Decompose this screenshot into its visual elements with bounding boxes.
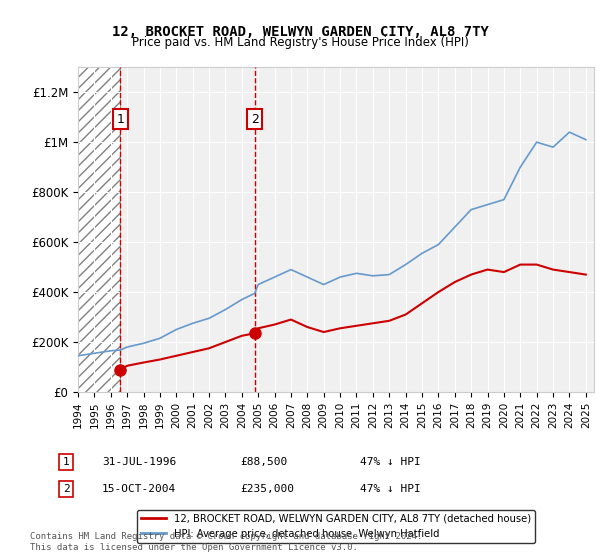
Text: 47% ↓ HPI: 47% ↓ HPI — [360, 484, 421, 494]
Text: 15-OCT-2004: 15-OCT-2004 — [102, 484, 176, 494]
Legend: 12, BROCKET ROAD, WELWYN GARDEN CITY, AL8 7TY (detached house), HPI: Average pri: 12, BROCKET ROAD, WELWYN GARDEN CITY, AL… — [137, 510, 535, 543]
Text: 31-JUL-1996: 31-JUL-1996 — [102, 457, 176, 467]
Bar — [78, 67, 120, 392]
Text: £235,000: £235,000 — [240, 484, 294, 494]
Text: £88,500: £88,500 — [240, 457, 287, 467]
Text: 1: 1 — [62, 457, 70, 467]
Text: 12, BROCKET ROAD, WELWYN GARDEN CITY, AL8 7TY: 12, BROCKET ROAD, WELWYN GARDEN CITY, AL… — [112, 25, 488, 39]
Text: Price paid vs. HM Land Registry's House Price Index (HPI): Price paid vs. HM Land Registry's House … — [131, 36, 469, 49]
Text: 47% ↓ HPI: 47% ↓ HPI — [360, 457, 421, 467]
Text: 2: 2 — [251, 113, 259, 125]
Text: 1: 1 — [116, 113, 124, 125]
Text: Contains HM Land Registry data © Crown copyright and database right 2024.
This d: Contains HM Land Registry data © Crown c… — [30, 532, 422, 552]
Text: 2: 2 — [62, 484, 70, 494]
